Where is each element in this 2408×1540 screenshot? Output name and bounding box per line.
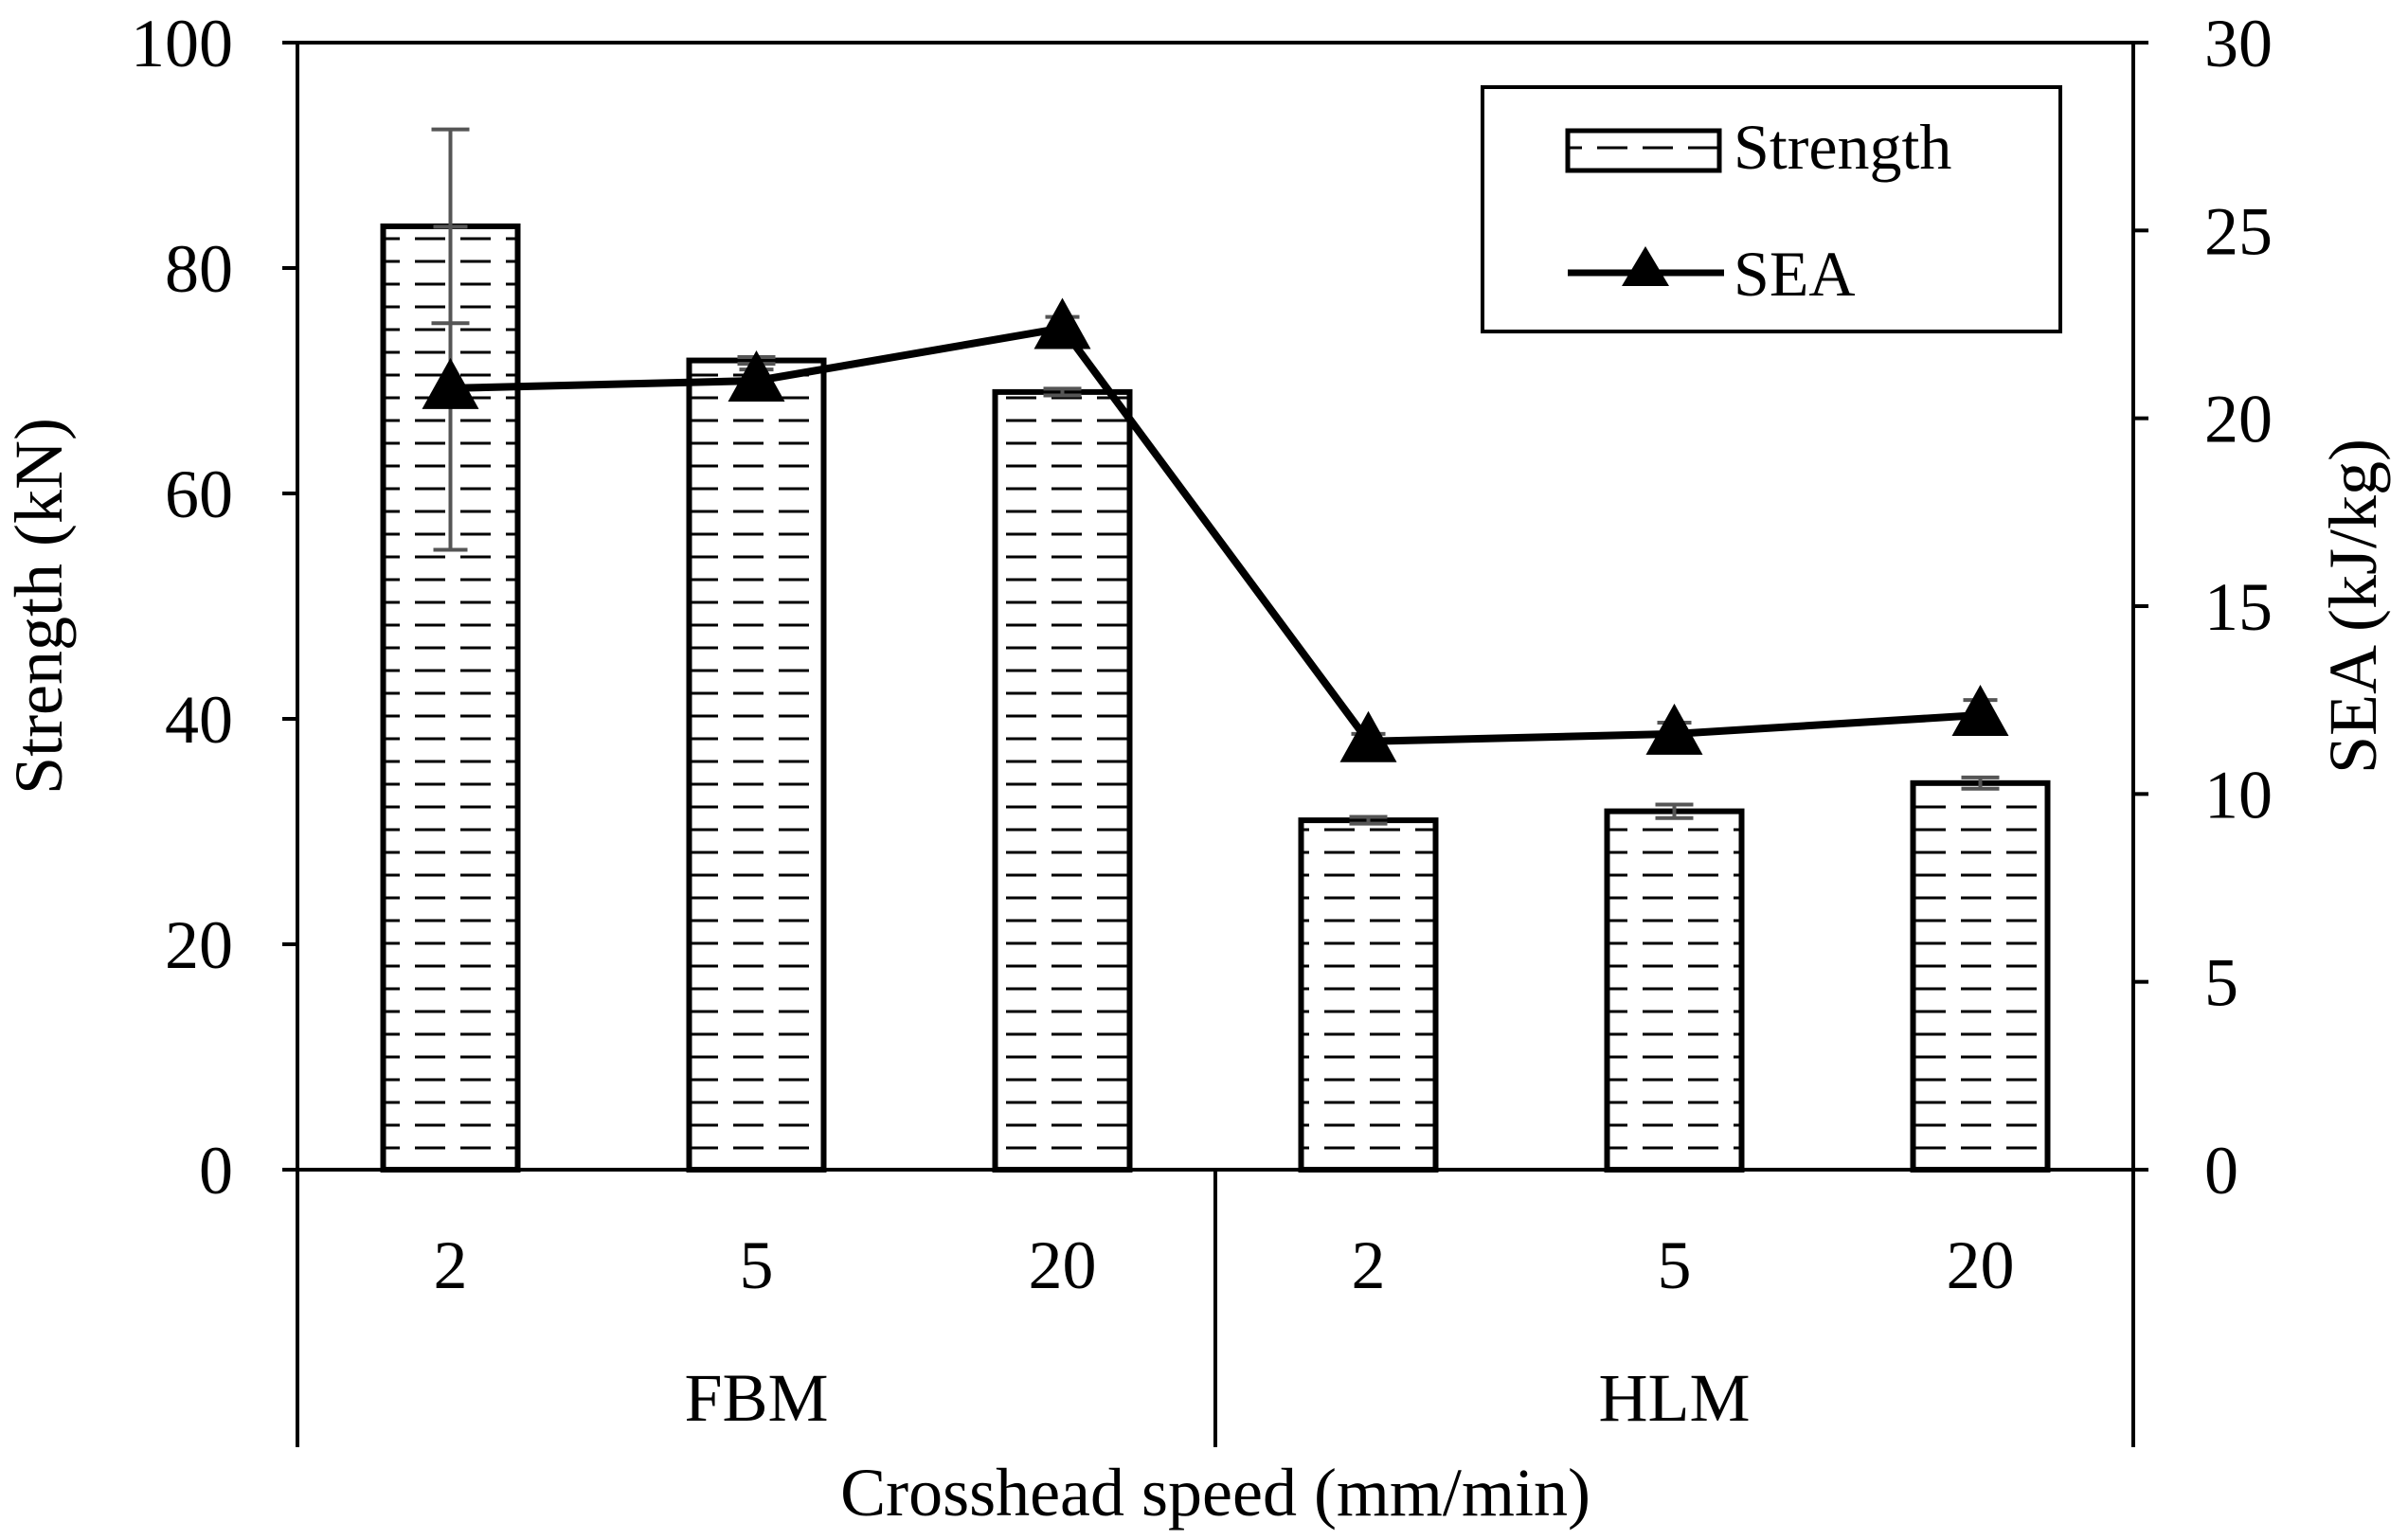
sea-marker xyxy=(1645,703,1703,755)
right-tick-label: 10 xyxy=(2204,757,2273,833)
y2-axis-title: SEA (kJ/kg) xyxy=(2315,439,2391,774)
category-label: 20 xyxy=(1947,1227,2015,1303)
legend-marker-sea xyxy=(1622,246,1669,286)
group-label: FBM xyxy=(684,1360,828,1436)
line-series-sea xyxy=(422,224,2009,762)
left-tick-label: 40 xyxy=(165,682,233,758)
x-axis-title: Crosshead speed (mm/min) xyxy=(840,1455,1590,1531)
category-label: 2 xyxy=(1352,1227,1386,1303)
left-tick-label: 60 xyxy=(165,457,233,532)
bar-strength xyxy=(686,357,827,1173)
left-tick-label: 20 xyxy=(165,907,233,983)
bar-strength xyxy=(1910,779,2051,1173)
legend-label-strength: Strength xyxy=(1734,111,1951,183)
sea-marker xyxy=(1951,685,2009,737)
left-tick-label: 100 xyxy=(131,6,233,81)
sea-marker xyxy=(1033,297,1091,349)
category-label: 5 xyxy=(740,1227,774,1303)
right-tick-label: 5 xyxy=(2204,945,2238,1021)
legend-swatch-strength xyxy=(1565,128,1722,173)
sea-line xyxy=(450,324,1981,745)
left-axis-ticks: 0 20 40 60 80 100 xyxy=(131,6,297,1209)
right-tick-label: 25 xyxy=(2204,193,2273,269)
left-tick-label: 0 xyxy=(199,1133,233,1209)
y-axis-title: Strength (kN) xyxy=(1,418,77,795)
legend: Strength SEA xyxy=(1481,85,2062,333)
sea-marker xyxy=(728,350,785,402)
right-tick-label: 30 xyxy=(2204,6,2273,81)
category-label: 5 xyxy=(1658,1227,1692,1303)
sea-marker xyxy=(422,357,479,409)
right-tick-label: 20 xyxy=(2204,382,2273,457)
right-tick-label: 0 xyxy=(2204,1133,2238,1209)
legend-label-sea: SEA xyxy=(1734,238,1855,310)
category-labels: 2 5 20 2 5 20 FBM HLM xyxy=(434,1227,2015,1436)
right-tick-label: 15 xyxy=(2204,569,2273,645)
group-label: HLM xyxy=(1599,1360,1751,1436)
sea-marker xyxy=(1339,710,1397,762)
category-label: 20 xyxy=(1029,1227,1097,1303)
bar-strength xyxy=(1298,817,1439,1173)
legend-box xyxy=(1481,85,2062,333)
right-axis-ticks: 0 5 10 15 20 25 30 xyxy=(2133,6,2273,1209)
category-label: 2 xyxy=(434,1227,468,1303)
bar-series-strength xyxy=(380,223,2051,1173)
bar-strength xyxy=(1604,808,1745,1173)
left-tick-label: 80 xyxy=(165,231,233,307)
bar-strength xyxy=(992,388,1133,1173)
